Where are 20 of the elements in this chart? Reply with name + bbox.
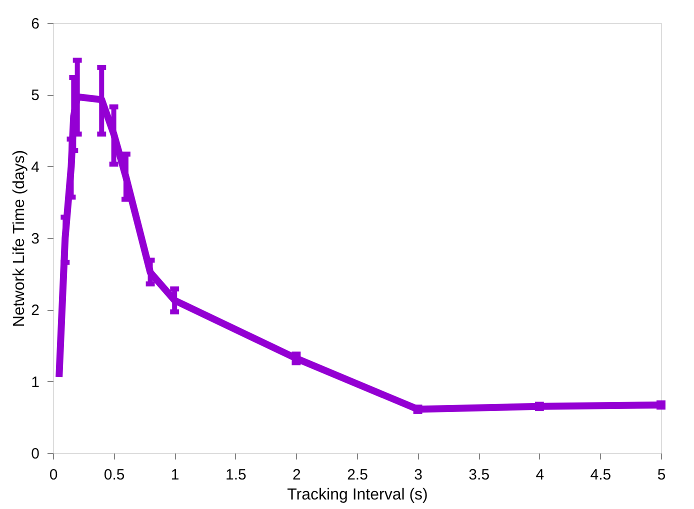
x-tick-label: 2 [292,466,301,484]
x-axis-title: Tracking Interval (s) [287,486,428,504]
y-axis-title: Network Life Time (days) [11,150,28,327]
x-tick-label: 3.5 [468,466,490,484]
y-tick-label: 0 [31,446,40,462]
y-tick-label: 3 [31,230,40,248]
y-tick-label: 2 [31,302,40,320]
y-tick-label: 5 [31,87,40,104]
x-tick-label: 1.5 [225,466,246,484]
y-tick-label: 1 [31,374,40,391]
x-tick-label: 3 [414,466,422,484]
y-tick-label: 4 [31,158,40,176]
x-tick-label: 1 [170,466,180,484]
x-tick-label: 0 [49,466,58,484]
x-tick-label: 0.5 [104,466,125,484]
x-tick-label: 4 [536,466,544,484]
x-tick-label: 2.5 [347,466,368,484]
y-tick-label: 6 [31,16,40,32]
x-tick-label: 5 [657,466,666,484]
x-tick-label: 4.5 [590,466,612,484]
